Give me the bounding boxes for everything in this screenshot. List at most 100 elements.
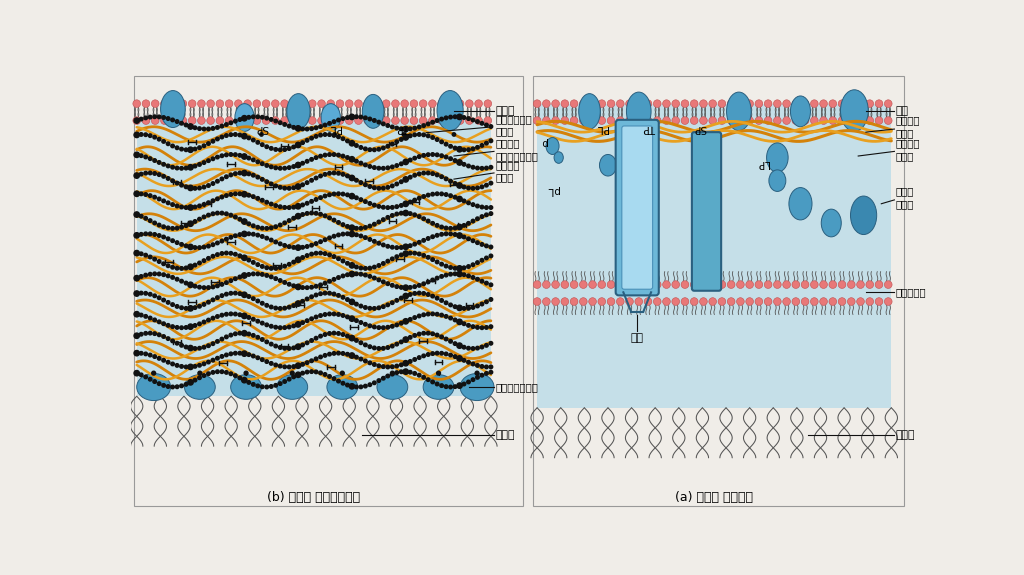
Circle shape: [134, 291, 139, 296]
Circle shape: [308, 100, 316, 108]
Circle shape: [324, 292, 327, 295]
Circle shape: [552, 100, 559, 108]
Circle shape: [390, 206, 394, 209]
Circle shape: [561, 298, 568, 305]
Circle shape: [402, 133, 406, 136]
Circle shape: [444, 352, 447, 356]
Circle shape: [848, 117, 855, 124]
Circle shape: [260, 162, 264, 166]
Circle shape: [202, 185, 206, 189]
Circle shape: [220, 370, 223, 374]
Circle shape: [166, 226, 170, 229]
Circle shape: [279, 266, 282, 269]
Circle shape: [403, 210, 409, 216]
Circle shape: [314, 177, 317, 180]
Circle shape: [256, 160, 259, 164]
Circle shape: [175, 204, 179, 208]
Circle shape: [139, 117, 143, 121]
FancyBboxPatch shape: [622, 126, 652, 289]
Circle shape: [395, 323, 398, 327]
Circle shape: [409, 134, 412, 137]
Circle shape: [409, 336, 412, 339]
Circle shape: [409, 359, 412, 363]
Circle shape: [489, 166, 493, 169]
Circle shape: [457, 147, 462, 152]
FancyBboxPatch shape: [692, 132, 721, 291]
Circle shape: [773, 281, 781, 289]
Ellipse shape: [184, 375, 215, 399]
Circle shape: [382, 377, 385, 380]
Circle shape: [337, 233, 340, 237]
Circle shape: [386, 206, 389, 209]
Circle shape: [175, 120, 179, 123]
Circle shape: [489, 245, 493, 249]
Circle shape: [377, 220, 381, 224]
Circle shape: [327, 117, 335, 124]
Circle shape: [399, 212, 403, 215]
Circle shape: [418, 172, 421, 175]
Circle shape: [699, 100, 708, 108]
Circle shape: [471, 347, 475, 350]
Circle shape: [216, 296, 219, 300]
Circle shape: [341, 172, 345, 176]
Circle shape: [337, 351, 340, 355]
Circle shape: [382, 347, 385, 350]
Circle shape: [148, 331, 152, 335]
Circle shape: [332, 120, 336, 124]
Circle shape: [301, 183, 304, 186]
Circle shape: [480, 326, 483, 329]
Circle shape: [296, 363, 301, 369]
Circle shape: [390, 324, 394, 328]
Circle shape: [764, 100, 772, 108]
Circle shape: [386, 216, 389, 219]
Circle shape: [390, 214, 394, 217]
Circle shape: [252, 232, 255, 236]
Circle shape: [324, 238, 327, 242]
Circle shape: [341, 381, 345, 385]
Circle shape: [256, 299, 259, 303]
Circle shape: [489, 212, 493, 216]
Circle shape: [166, 361, 170, 364]
Circle shape: [198, 261, 202, 264]
Circle shape: [403, 285, 409, 290]
Circle shape: [390, 301, 394, 305]
Circle shape: [198, 347, 202, 350]
Circle shape: [314, 135, 317, 138]
Circle shape: [457, 160, 462, 165]
Circle shape: [440, 313, 443, 317]
Circle shape: [274, 119, 278, 123]
Circle shape: [305, 341, 309, 344]
Circle shape: [314, 251, 317, 255]
Circle shape: [476, 325, 479, 329]
Circle shape: [324, 194, 327, 198]
Circle shape: [180, 121, 183, 125]
Circle shape: [426, 352, 430, 356]
Circle shape: [207, 344, 210, 347]
Circle shape: [279, 242, 282, 246]
Circle shape: [489, 206, 493, 209]
Circle shape: [337, 294, 340, 297]
Circle shape: [422, 239, 425, 242]
Circle shape: [349, 263, 354, 268]
Circle shape: [260, 178, 264, 181]
Circle shape: [148, 157, 152, 160]
Circle shape: [305, 181, 309, 185]
Circle shape: [386, 244, 389, 248]
Circle shape: [175, 385, 179, 389]
Circle shape: [409, 293, 412, 296]
Circle shape: [359, 115, 362, 119]
Circle shape: [552, 117, 559, 124]
Circle shape: [462, 235, 466, 239]
Circle shape: [727, 100, 735, 108]
Circle shape: [395, 246, 398, 250]
Circle shape: [314, 242, 317, 246]
Circle shape: [690, 100, 698, 108]
Circle shape: [359, 162, 362, 165]
Circle shape: [299, 100, 307, 108]
Circle shape: [242, 331, 247, 336]
Circle shape: [857, 100, 864, 108]
Circle shape: [252, 354, 255, 358]
Circle shape: [324, 214, 327, 217]
Circle shape: [242, 351, 247, 356]
Circle shape: [399, 321, 403, 325]
